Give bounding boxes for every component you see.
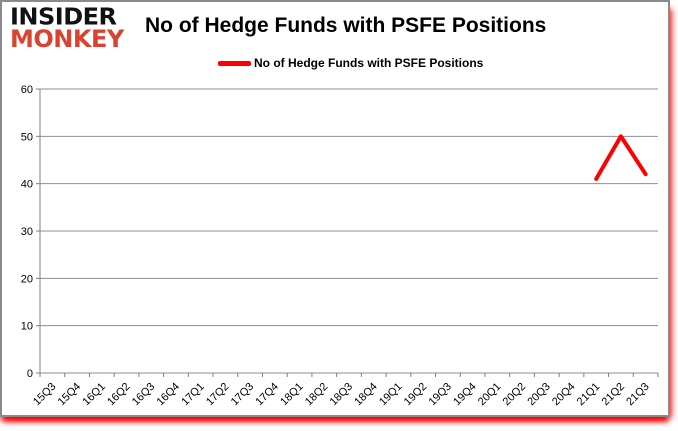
x-tick-label: 20Q3 xyxy=(525,381,553,409)
x-tick-label: 16Q3 xyxy=(130,381,158,409)
x-tick-label: 17Q4 xyxy=(253,381,281,409)
x-tick-label: 17Q1 xyxy=(179,381,207,409)
y-tick-label: 30 xyxy=(21,226,33,238)
series-line xyxy=(594,134,648,181)
x-tick-label: 21Q1 xyxy=(575,381,603,409)
x-tick-label: 20Q4 xyxy=(550,381,578,409)
x-tick-label: 17Q2 xyxy=(204,381,232,409)
y-tick-label: 40 xyxy=(21,179,33,191)
x-tick-label: 16Q2 xyxy=(105,381,133,409)
x-tick-label: 19Q2 xyxy=(402,381,430,409)
x-tick-label: 21Q2 xyxy=(600,381,628,409)
y-tick-label: 50 xyxy=(21,131,33,143)
y-tick-label: 20 xyxy=(21,273,33,285)
chart-svg: 010203040506015Q315Q416Q116Q216Q316Q417Q… xyxy=(21,84,659,409)
x-tick-label: 20Q2 xyxy=(501,381,529,409)
x-tick-label: 17Q3 xyxy=(229,381,257,409)
x-tick-label: 16Q4 xyxy=(155,381,183,409)
y-tick-label: 0 xyxy=(27,368,33,380)
x-tick-label: 18Q4 xyxy=(352,381,380,409)
x-tick-label: 18Q3 xyxy=(328,381,356,409)
chart-frame: 0 10 20 30 40 50 60 15Q3 15Q4 16Q1 16Q2 16Q3 16Q4 17Q… xyxy=(0,0,670,417)
logo-line-insider: INSIDER xyxy=(10,3,117,31)
x-tick-label: 18Q2 xyxy=(303,381,331,409)
insider-monkey-logo: INSIDER MONKEY xyxy=(10,3,124,54)
x-tick-label: 21Q3 xyxy=(624,381,652,409)
x-tick-label: 19Q4 xyxy=(451,381,479,409)
x-tick-label: 20Q1 xyxy=(476,381,504,409)
chart-title: No of Hedge Funds with PSFE Positions xyxy=(145,14,547,37)
x-tick-label: 18Q1 xyxy=(278,381,306,409)
x-tick-label: 15Q4 xyxy=(56,381,84,409)
logo-line-monkey: MONKEY xyxy=(10,25,124,54)
legend-label: No of Hedge Funds with PSFE Positions xyxy=(254,56,484,70)
x-tick-label: 15Q3 xyxy=(31,381,59,409)
legend: No of Hedge Funds with PSFE Positions xyxy=(218,56,483,70)
x-tick-label: 16Q1 xyxy=(80,381,108,409)
legend-line-marker xyxy=(218,60,251,66)
x-tick-label: 19Q1 xyxy=(377,381,405,409)
y-tick-label: 60 xyxy=(21,84,33,96)
x-tick-label: 19Q3 xyxy=(426,381,454,409)
y-tick-label: 10 xyxy=(21,321,33,333)
